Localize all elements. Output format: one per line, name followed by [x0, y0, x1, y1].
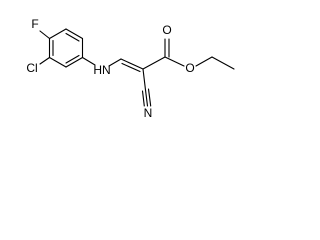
- bond: [48, 28, 67, 40]
- bond: [142, 56, 166, 70]
- molecule: F Cl HN N O O: [26, 17, 235, 120]
- atom-label: O: [162, 23, 171, 37]
- bond: [142, 68, 147, 91]
- page: {"atoms": {"fluorine": "F", "chlorine": …: [26, 17, 235, 121]
- bond: [121, 62, 141, 73]
- bond: [108, 58, 122, 67]
- bond: [211, 56, 235, 70]
- bonds: [39, 28, 235, 107]
- bond: [141, 90, 145, 107]
- atom-label: N: [144, 106, 153, 120]
- atom-label: HN: [93, 63, 110, 77]
- bond: [65, 28, 84, 40]
- atom-label: O: [185, 61, 194, 75]
- bond: [39, 30, 51, 40]
- bond: [65, 56, 84, 68]
- bond: [120, 58, 144, 70]
- bond: [144, 89, 149, 107]
- bond: [39, 56, 51, 65]
- bond: [65, 54, 80, 64]
- bond: [147, 88, 152, 107]
- bond: [195, 56, 213, 67]
- atom-label: F: [31, 17, 38, 31]
- bond: [81, 56, 96, 66]
- atom-label: Cl: [26, 61, 37, 75]
- bond: [48, 56, 67, 68]
- bond: [164, 56, 185, 67]
- bond: [65, 32, 80, 42]
